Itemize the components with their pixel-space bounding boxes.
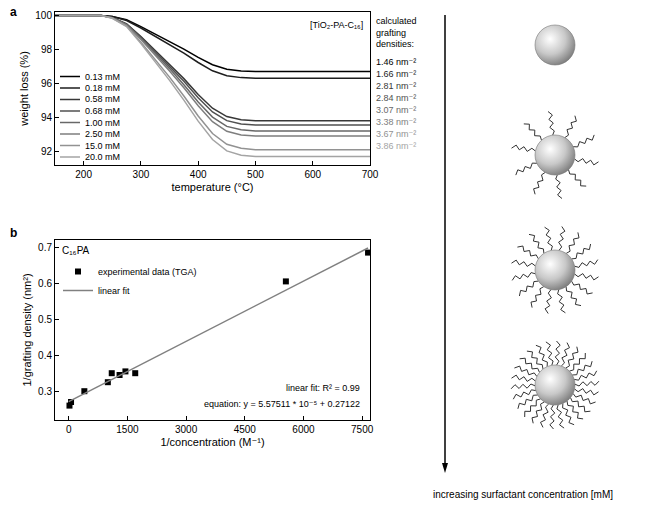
svg-text:700: 700	[362, 169, 379, 180]
svg-text:0: 0	[66, 424, 72, 435]
svg-text:temperature (°C): temperature (°C)	[171, 181, 253, 193]
svg-text:1.00 mM: 1.00 mM	[85, 118, 120, 128]
svg-text:20.0 mM: 20.0 mM	[85, 152, 120, 162]
svg-text:2.50 mM: 2.50 mM	[85, 129, 120, 139]
svg-text:400: 400	[190, 169, 207, 180]
svg-text:600: 600	[304, 169, 321, 180]
svg-text:b: b	[10, 226, 17, 240]
svg-text:1/concentration (M⁻¹): 1/concentration (M⁻¹)	[160, 436, 264, 448]
svg-text:96: 96	[41, 78, 53, 89]
svg-text:1/grafting density (nm²): 1/grafting density (nm²)	[21, 273, 33, 386]
svg-text:200: 200	[75, 169, 92, 180]
svg-text:experimental data (TGA): experimental data (TGA)	[98, 267, 197, 277]
svg-text:1.66 nm⁻²: 1.66 nm⁻²	[376, 69, 416, 79]
svg-text:98: 98	[41, 44, 53, 55]
svg-text:calculatedgraftingdensities:: calculatedgraftingdensities:	[376, 16, 417, 49]
svg-text:2.84 nm⁻²: 2.84 nm⁻²	[376, 93, 416, 103]
svg-text:0.68 mM: 0.68 mM	[85, 106, 120, 116]
svg-text:7500: 7500	[351, 424, 374, 435]
svg-text:500: 500	[247, 169, 264, 180]
svg-text:3000: 3000	[175, 424, 198, 435]
svg-text:[TiO₂-PA-C₁₆]: [TiO₂-PA-C₁₆]	[310, 20, 363, 30]
svg-text:3.38 nm⁻²: 3.38 nm⁻²	[376, 117, 416, 127]
svg-text:0.3: 0.3	[38, 386, 52, 397]
svg-text:1500: 1500	[116, 424, 139, 435]
svg-text:0.7: 0.7	[38, 242, 52, 253]
svg-text:3.86 nm⁻²: 3.86 nm⁻²	[376, 141, 416, 151]
svg-text:0.18 mM: 0.18 mM	[85, 83, 120, 93]
svg-text:6000: 6000	[292, 424, 315, 435]
svg-text:94: 94	[41, 112, 53, 123]
svg-text:15.0 mM: 15.0 mM	[85, 141, 120, 151]
svg-text:4500: 4500	[234, 424, 257, 435]
svg-text:linear fit: R² = 0.99: linear fit: R² = 0.99	[286, 383, 360, 393]
svg-text:0.13 mM: 0.13 mM	[85, 72, 120, 82]
svg-text:equation: y = 5.57511 * 10⁻⁵ +: equation: y = 5.57511 * 10⁻⁵ + 0.27122	[204, 399, 360, 409]
svg-text:C₁₆PA: C₁₆PA	[62, 245, 90, 256]
svg-text:92: 92	[41, 146, 53, 157]
svg-text:increasing surfactant concentr: increasing surfactant concentration [mM]	[433, 489, 613, 500]
svg-text:a: a	[10, 5, 17, 19]
svg-text:3.67 nm⁻²: 3.67 nm⁻²	[376, 129, 416, 139]
svg-text:2.81 nm⁻²: 2.81 nm⁻²	[376, 81, 416, 91]
svg-text:0.4: 0.4	[38, 350, 52, 361]
svg-text:0.6: 0.6	[38, 278, 52, 289]
svg-text:linear fit: linear fit	[98, 286, 130, 296]
svg-text:300: 300	[133, 169, 150, 180]
svg-text:100: 100	[35, 10, 52, 21]
svg-text:3.07 nm⁻²: 3.07 nm⁻²	[376, 105, 416, 115]
svg-text:1.46 nm⁻²: 1.46 nm⁻²	[376, 57, 416, 67]
svg-text:0.58 mM: 0.58 mM	[85, 94, 120, 104]
svg-text:weight loss (%): weight loss (%)	[18, 51, 30, 127]
svg-text:0.5: 0.5	[38, 314, 52, 325]
